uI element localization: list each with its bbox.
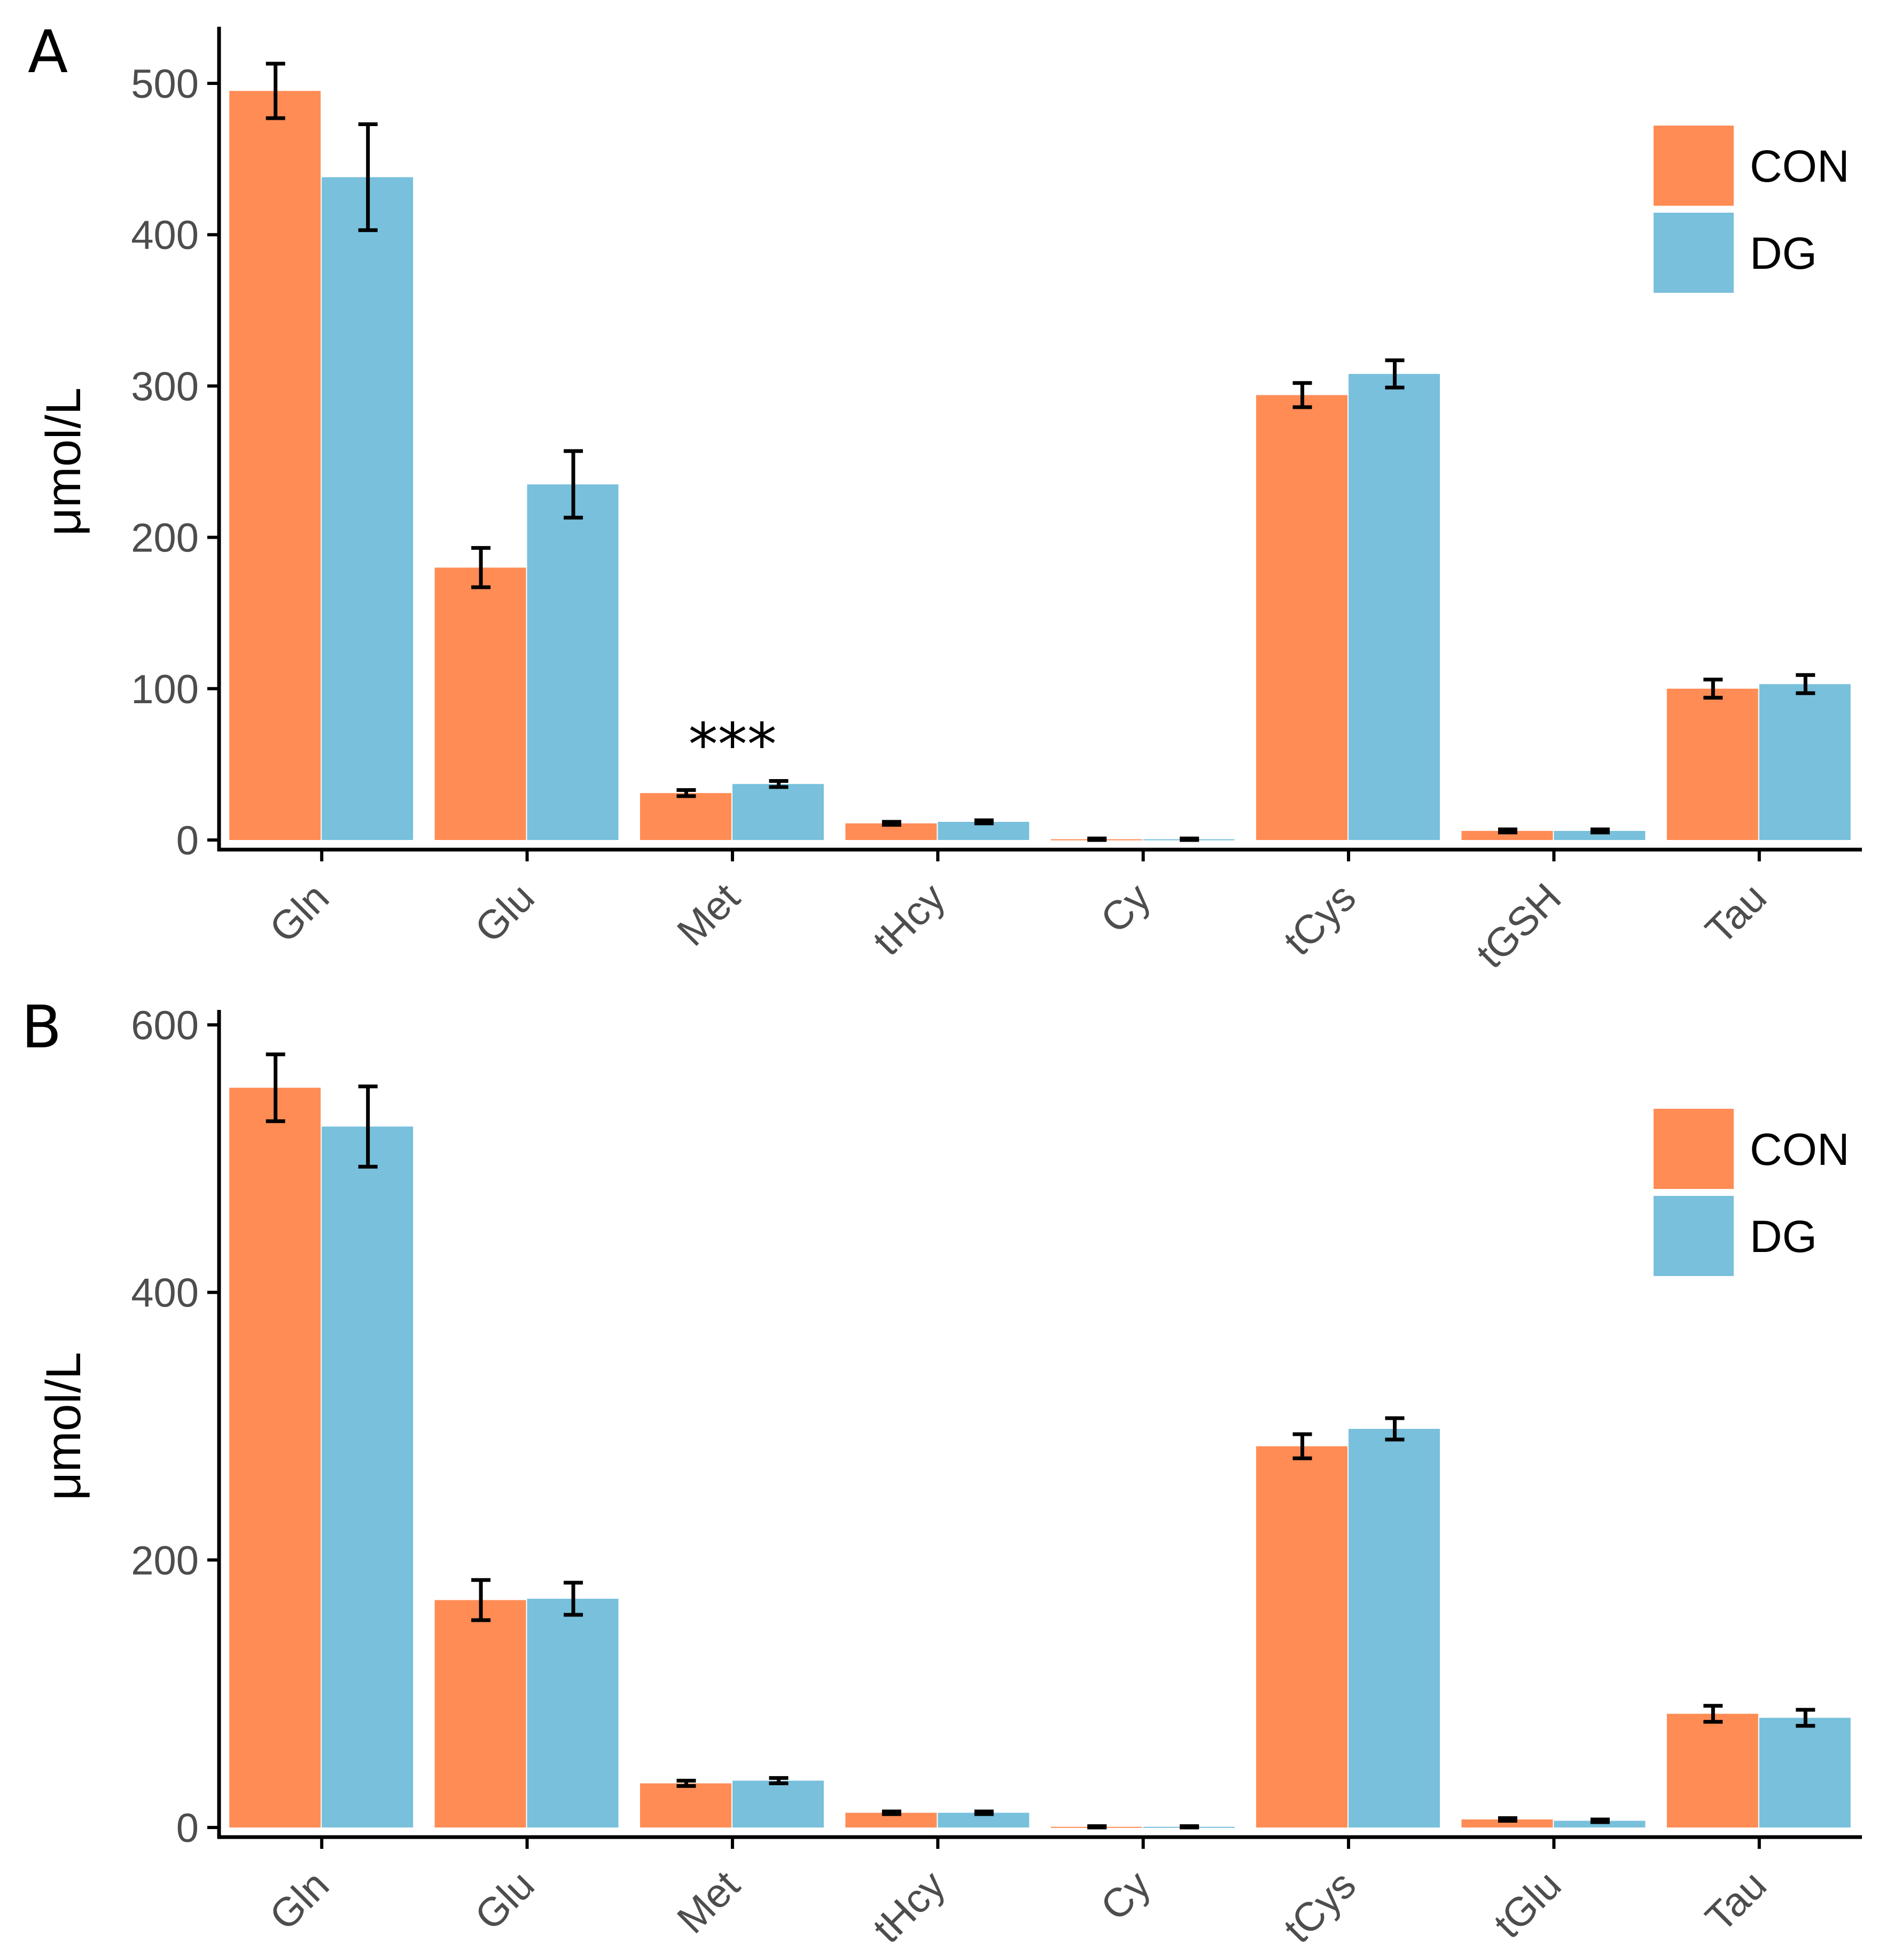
bar-con-gln <box>229 1087 321 1827</box>
y-tick-label: 0 <box>176 1806 199 1851</box>
bar-dg-glu <box>527 484 619 840</box>
error-bar-con-gln <box>266 61 285 120</box>
error-bar-con-thcy <box>882 1809 901 1816</box>
y-tick-label: 400 <box>131 213 199 258</box>
y-tick-label: 200 <box>131 516 199 561</box>
error-bar-con-glu <box>471 546 491 589</box>
error-bar-con-tglu <box>1498 1816 1517 1823</box>
bar-dg-tcys <box>1349 1429 1440 1827</box>
error-bar-dg-tcys <box>1385 1416 1405 1442</box>
bar-con-glu <box>434 567 526 840</box>
error-bar-dg-tcys <box>1385 358 1405 390</box>
error-bar-con-cy <box>1087 1824 1107 1830</box>
bar-dg-tau <box>1759 684 1851 840</box>
error-bar-con-tgsh <box>1498 827 1517 835</box>
y-tick-label: 500 <box>131 61 199 107</box>
error-bar-dg-tau <box>1796 673 1815 695</box>
error-bar-dg-tau <box>1796 1708 1815 1728</box>
bar-con-tcys <box>1256 1446 1348 1827</box>
legend-label-dg: DG <box>1750 1211 1817 1262</box>
y-tick-label: 0 <box>176 818 199 864</box>
y-tick-label: 400 <box>131 1271 199 1316</box>
bar-dg-gln <box>322 177 414 841</box>
bar-con-tau <box>1666 1714 1758 1827</box>
bar-con-tcys <box>1256 395 1348 840</box>
error-bar-dg-cy <box>1180 1824 1199 1830</box>
legend-swatch-con <box>1654 1109 1734 1189</box>
error-bar-dg-cy <box>1180 836 1199 842</box>
error-bar-con-met <box>676 788 696 798</box>
legend-swatch-con <box>1654 126 1734 206</box>
legend-label-con: CON <box>1750 141 1850 191</box>
panel-label: B <box>21 993 61 1061</box>
bar-dg-met <box>732 784 824 840</box>
significance-annotation: *** <box>688 711 776 779</box>
bar-dg-tau <box>1759 1717 1851 1827</box>
legend-label-con: CON <box>1750 1124 1850 1175</box>
y-tick-label: 300 <box>131 364 199 409</box>
bar-dg-glu <box>527 1598 619 1827</box>
bar-con-met <box>640 793 731 840</box>
error-bar-dg-gln <box>358 1084 378 1169</box>
bar-con-gln <box>229 91 321 840</box>
legend-swatch-dg <box>1654 1196 1734 1276</box>
y-tick-label: 600 <box>131 1003 199 1048</box>
bar-dg-gln <box>322 1126 414 1827</box>
legend-swatch-dg <box>1654 213 1734 293</box>
error-bar-dg-glu <box>564 1581 583 1617</box>
error-bar-con-cy <box>1087 836 1107 842</box>
bar-con-tglu <box>1461 1819 1553 1827</box>
y-tick-label: 100 <box>131 667 199 712</box>
bar-con-tgsh <box>1461 831 1553 840</box>
y-axis-label: μmol/L <box>36 387 91 536</box>
error-bar-con-met <box>676 1778 696 1788</box>
bar-dg-tcys <box>1349 374 1440 840</box>
bar-dg-met <box>732 1780 824 1827</box>
error-bar-con-tcys <box>1292 381 1312 409</box>
error-bar-con-glu <box>471 1578 491 1622</box>
error-bar-con-tau <box>1703 1704 1723 1724</box>
y-axis-label: μmol/L <box>36 1352 91 1500</box>
bar-con-met <box>640 1783 731 1827</box>
y-tick-label: 200 <box>131 1538 199 1583</box>
bar-dg-tgsh <box>1554 831 1646 840</box>
error-bar-con-gln <box>266 1052 285 1123</box>
error-bar-dg-met <box>769 779 789 789</box>
error-bar-dg-met <box>769 1776 789 1785</box>
error-bar-dg-thcy <box>974 818 994 826</box>
error-bar-con-thcy <box>882 820 901 827</box>
error-bar-con-tau <box>1703 678 1723 700</box>
panel-label: A <box>28 18 68 86</box>
legend: CON DG <box>1654 1109 1850 1276</box>
error-bar-dg-tgsh <box>1590 827 1610 835</box>
legend: CON DG <box>1654 126 1850 293</box>
error-bar-dg-gln <box>358 122 378 232</box>
error-bar-con-tcys <box>1292 1432 1312 1460</box>
bar-con-tau <box>1666 688 1758 840</box>
bar-con-glu <box>434 1600 526 1827</box>
error-bar-dg-thcy <box>974 1809 994 1816</box>
bar-dg-tglu <box>1554 1821 1646 1827</box>
error-bar-dg-glu <box>564 449 583 520</box>
error-bar-dg-tglu <box>1590 1817 1610 1824</box>
legend-label-dg: DG <box>1750 228 1817 278</box>
